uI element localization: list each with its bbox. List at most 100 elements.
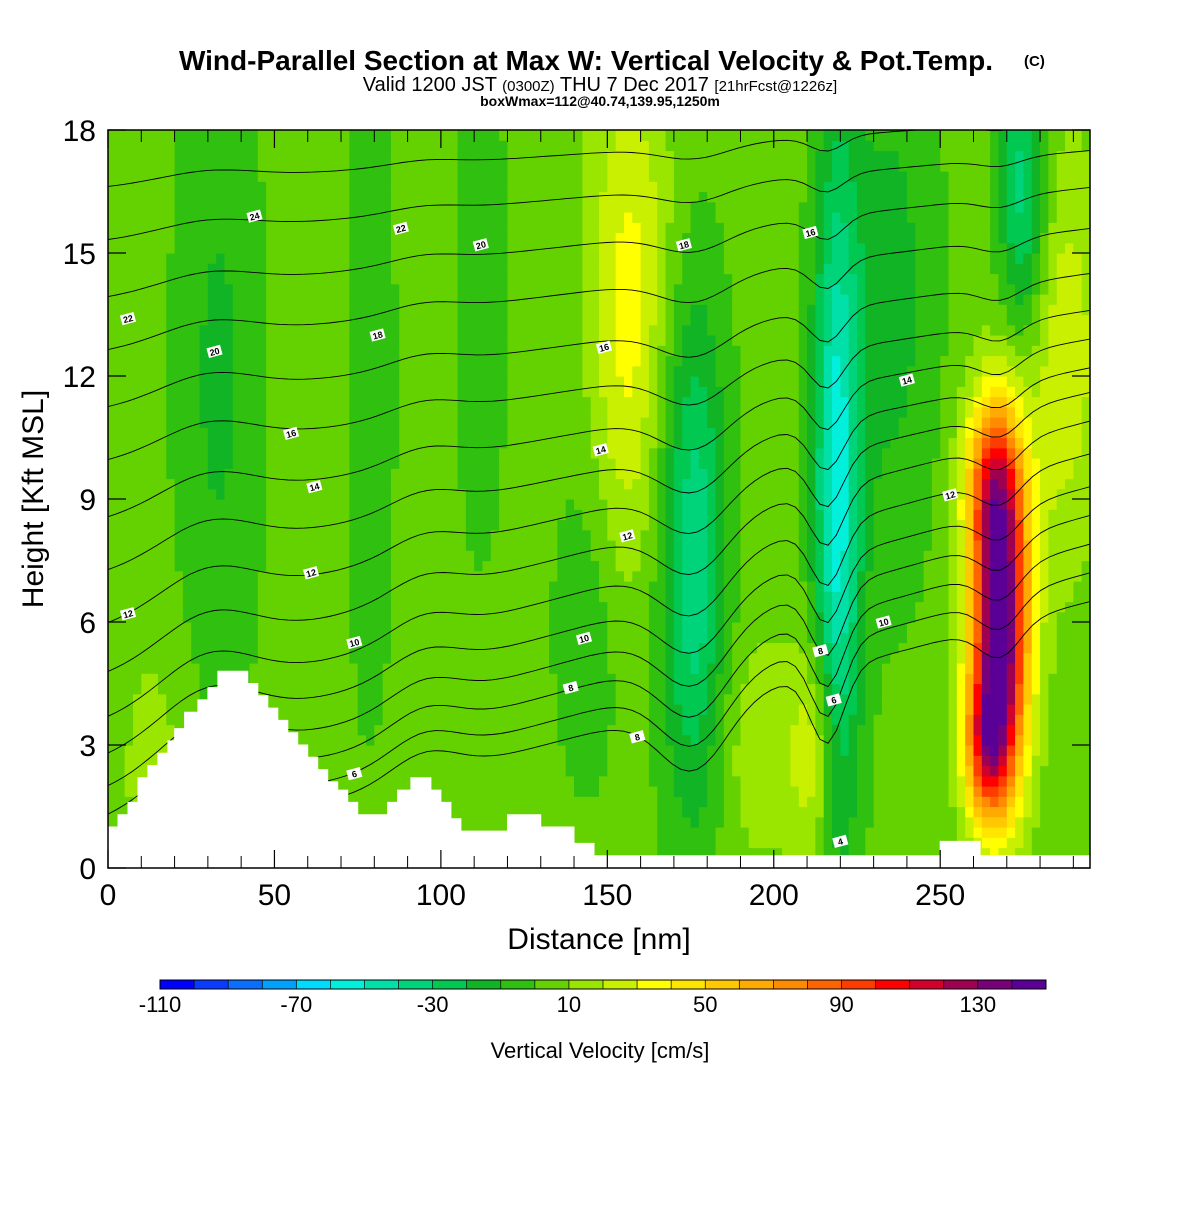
w-cell	[832, 499, 841, 510]
w-cell	[823, 529, 833, 541]
w-cell	[890, 468, 900, 480]
w-cell	[532, 765, 542, 777]
w-cell	[906, 529, 916, 541]
w-cell	[740, 601, 750, 613]
w-cell	[765, 683, 775, 695]
w-cell	[1065, 786, 1074, 797]
w-cell	[507, 519, 517, 531]
w-cell	[424, 447, 434, 459]
w-cell	[291, 468, 300, 480]
w-cell	[324, 642, 334, 654]
w-cell	[141, 519, 151, 531]
w-cell	[1048, 745, 1058, 756]
w-cell	[640, 581, 650, 592]
w-cell	[457, 540, 467, 551]
w-cell	[848, 816, 858, 828]
w-cell	[748, 591, 758, 603]
w-cell	[707, 540, 717, 551]
w-cell	[973, 622, 983, 633]
w-cell	[1015, 550, 1025, 562]
w-cell	[981, 488, 991, 500]
w-cell	[915, 724, 925, 736]
w-cell	[299, 683, 309, 695]
w-cell	[1065, 827, 1074, 838]
w-cell	[840, 806, 850, 818]
w-cell	[865, 499, 875, 510]
w-cell	[199, 437, 209, 449]
w-cell	[815, 786, 825, 797]
w-cell	[940, 642, 950, 654]
w-cell	[890, 437, 900, 449]
w-cell	[765, 560, 775, 572]
w-cell	[948, 478, 958, 490]
w-cell	[132, 581, 142, 592]
w-cell	[282, 540, 292, 551]
w-cell	[1031, 447, 1041, 459]
w-cell	[640, 796, 650, 808]
w-cell	[898, 796, 908, 808]
w-cell	[432, 673, 442, 685]
w-cell	[623, 755, 633, 767]
w-cell	[174, 509, 184, 521]
w-cell	[790, 509, 800, 521]
w-cell	[382, 570, 392, 582]
w-cell	[132, 775, 142, 787]
w-cell	[299, 540, 309, 551]
w-cell	[865, 601, 875, 613]
w-cell	[540, 611, 550, 623]
w-cell	[332, 714, 342, 726]
w-cell	[507, 796, 517, 808]
w-cell	[1015, 755, 1025, 767]
w-cell	[973, 683, 983, 695]
w-cell	[798, 714, 808, 726]
w-cell	[332, 591, 342, 603]
w-cell	[723, 755, 733, 767]
w-cell	[507, 591, 517, 603]
w-cell	[1040, 775, 1049, 787]
w-cell	[790, 622, 800, 633]
w-cell	[790, 755, 800, 767]
w-cell	[157, 601, 167, 613]
w-cell	[357, 540, 367, 551]
w-cell	[149, 560, 159, 572]
w-cell	[698, 827, 708, 838]
w-cell	[798, 847, 808, 859]
w-cell	[349, 775, 359, 787]
w-cell	[599, 560, 608, 572]
w-cell	[599, 837, 608, 849]
w-cell	[465, 673, 475, 685]
w-cell	[124, 775, 134, 787]
w-cell	[440, 488, 450, 500]
w-cell	[574, 478, 583, 490]
w-cell	[424, 704, 434, 715]
w-cell	[357, 734, 367, 746]
w-cell	[723, 714, 733, 726]
w-cell	[1006, 683, 1016, 695]
w-cell	[773, 478, 783, 490]
w-cell	[582, 478, 592, 490]
w-cell	[632, 622, 642, 633]
w-cell	[623, 468, 633, 480]
w-cell	[274, 468, 284, 480]
w-cell	[748, 550, 758, 562]
w-cell	[182, 468, 192, 480]
w-cell	[623, 488, 633, 500]
w-cell	[415, 663, 425, 674]
w-cell	[748, 806, 758, 818]
w-cell	[757, 601, 767, 613]
w-cell	[116, 652, 126, 664]
w-cell	[199, 693, 209, 705]
w-cell	[898, 529, 908, 541]
w-cell	[132, 683, 142, 695]
w-cell	[407, 683, 417, 695]
w-cell	[1081, 663, 1090, 674]
w-cell	[948, 806, 958, 818]
w-cell	[840, 683, 850, 695]
w-cell	[307, 488, 317, 500]
w-cell	[249, 499, 259, 510]
w-cell	[574, 550, 583, 562]
w-cell	[474, 642, 484, 654]
w-cell	[832, 632, 841, 644]
w-cell	[415, 519, 425, 531]
w-cell	[931, 704, 941, 715]
